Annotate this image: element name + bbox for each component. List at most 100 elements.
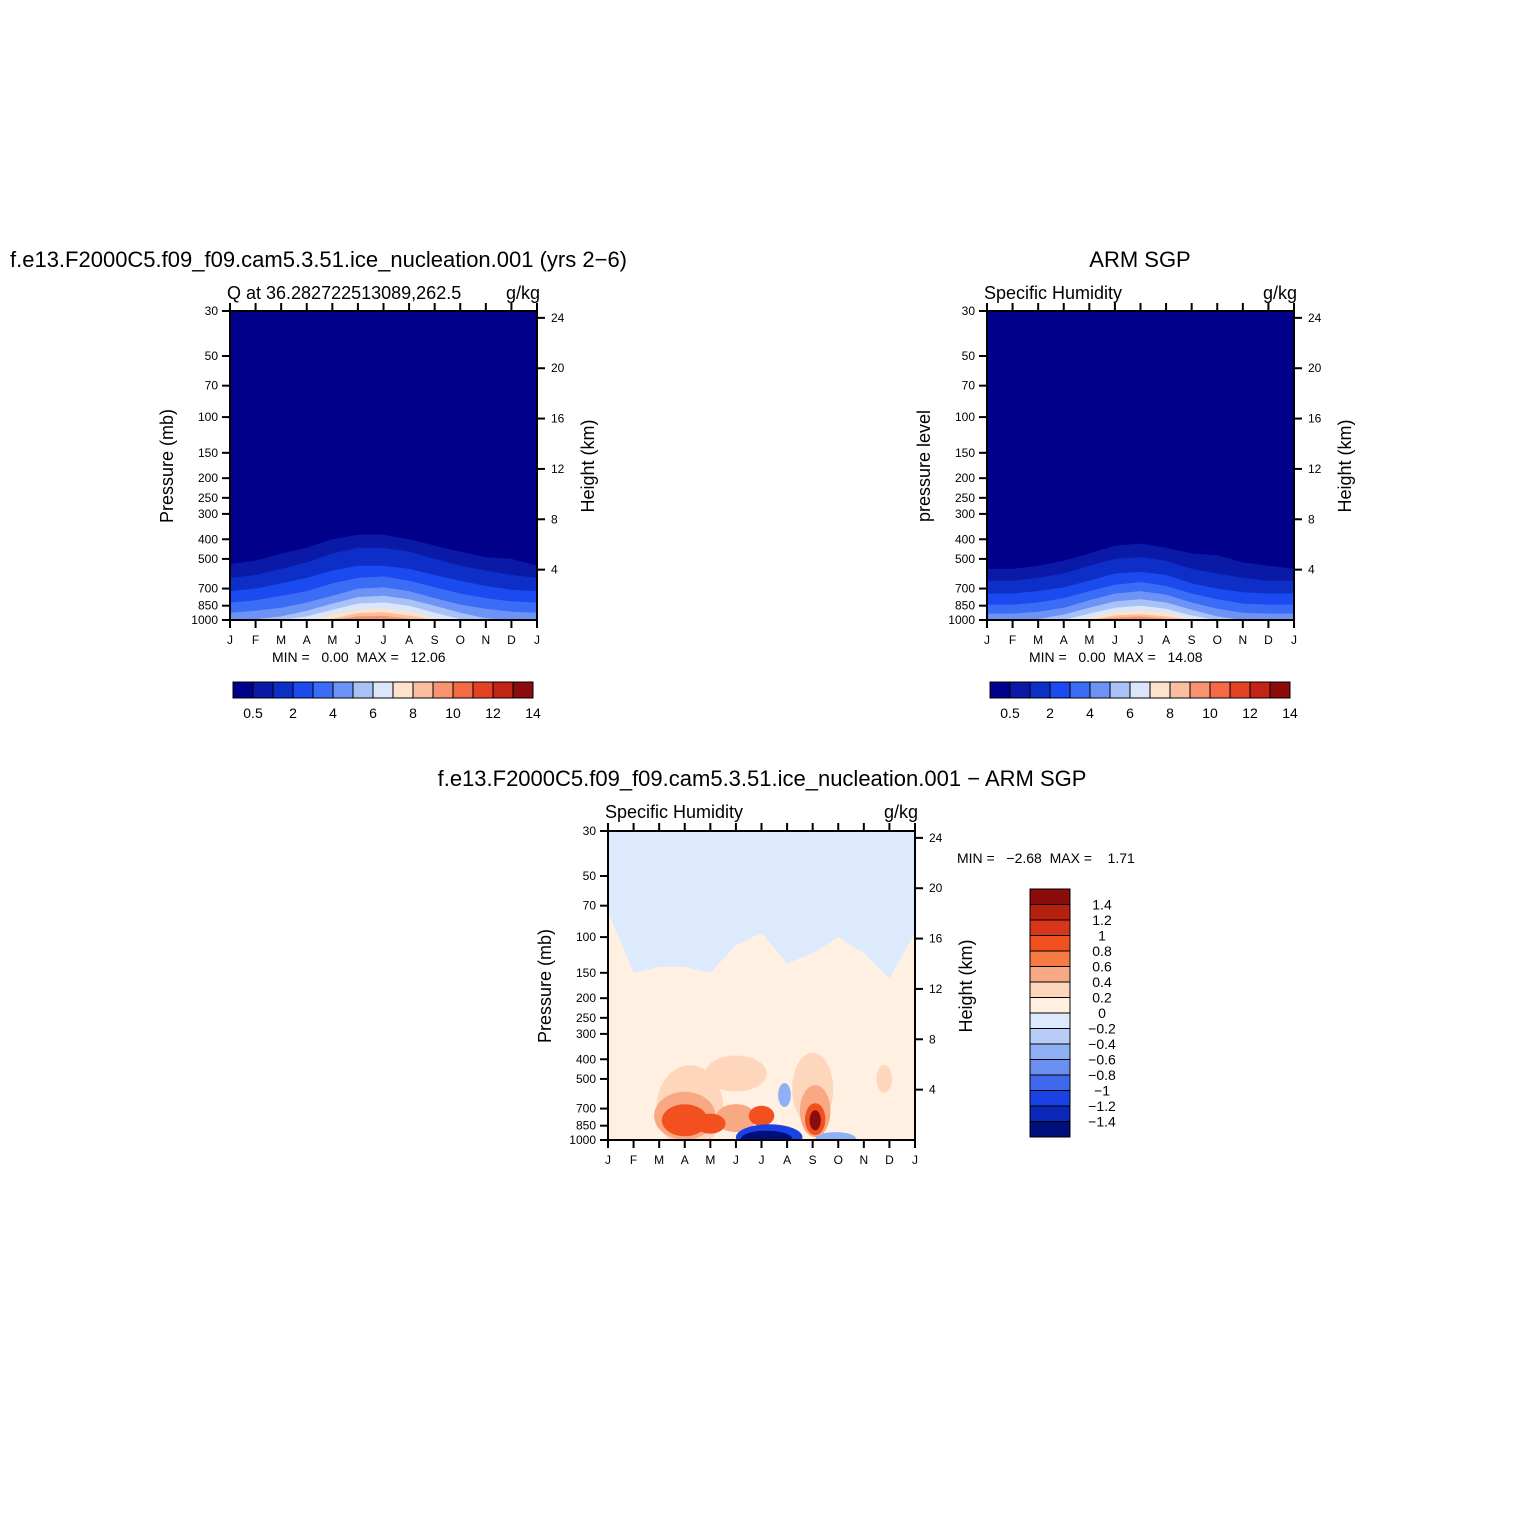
colorbar-label: 14 [525,705,541,721]
y-tick-label: 300 [198,507,218,521]
model-colorbar: 0.5 2 4 6 8 10 12 14 [232,681,541,721]
colorbar-label: 0.2 [1092,990,1112,1006]
y-tick-label: 200 [198,471,218,485]
model-contour-field [230,311,537,620]
colorbar-box [1029,904,1071,921]
colorbar-label: 0.6 [1092,959,1112,975]
colorbar-label: 10 [1202,705,1218,721]
obs-ylabel: pressure level [914,410,934,522]
y-right-tick-label: 4 [551,563,558,577]
colorbar-label: −1.2 [1088,1098,1116,1114]
diff-ylabel: Pressure (mb) [535,929,555,1043]
colorbar-box [1029,681,1051,699]
obs-ylabel-right: Height (km) [1335,419,1355,512]
colorbar-label: 1.2 [1092,912,1112,928]
obs-subtitle-left: Specific Humidity [984,283,1122,303]
colorbar-box [1029,966,1071,983]
colorbar-box [1169,681,1191,699]
diff-anomaly-7 [661,1104,708,1137]
colorbar-box [272,681,294,699]
y-tick-label: 1000 [569,1133,596,1147]
panel-obs: ARM SGP Specific Humidity g/kg 305070100… [914,247,1355,721]
colorbar-box [1029,1028,1071,1045]
diff-colorbar: 1.41.210.80.60.40.20−0.2−0.4−0.6−0.8−1−1… [1029,888,1116,1138]
y-tick-label: 300 [576,1027,596,1041]
colorbar-box [312,681,334,699]
x-tick-label: A [681,1153,689,1167]
colorbar-label: 10 [445,705,461,721]
y-tick-label: 30 [583,824,597,838]
colorbar-box [1029,997,1071,1014]
x-tick-label: O [1213,633,1222,647]
model-title: f.e13.F2000C5.f09_f09.cam5.3.51.ice_nucl… [10,247,627,272]
x-tick-label: J [381,633,387,647]
diff-anomaly-13 [741,1130,793,1140]
y-tick-label: 400 [576,1052,596,1066]
colorbar-label: −1 [1094,1083,1110,1099]
colorbar-box [372,681,394,699]
colorbar-label: 1.4 [1092,897,1112,913]
diff-contour-field [608,831,915,1140]
diff-anomaly-3 [876,1064,892,1093]
model-ylabel: Pressure (mb) [157,409,177,523]
x-tick-label: F [1009,633,1016,647]
diff-subtitle-units: g/kg [884,802,918,822]
y-tick-label: 150 [955,446,975,460]
x-tick-label: M [1033,633,1043,647]
y-right-tick-label: 24 [551,311,565,325]
colorbar-box [1189,681,1211,699]
colorbar-label: 0 [1098,1005,1106,1021]
x-tick-label: J [984,633,990,647]
y-tick-label: 500 [198,552,218,566]
y-tick-label: 150 [576,966,596,980]
diff-anomaly-9 [748,1105,775,1126]
x-tick-label: A [783,1153,791,1167]
y-tick-label: 850 [576,1119,596,1133]
x-tick-label: M [276,633,286,647]
x-tick-label: S [431,633,439,647]
x-tick-label: J [1291,633,1297,647]
panel-diff: f.e13.F2000C5.f09_f09.cam5.3.51.ice_nucl… [438,766,1135,1167]
diff-anomaly-11 [809,1110,821,1131]
y-tick-label: 850 [198,599,218,613]
colorbar-box [412,681,434,699]
y-right-tick-label: 12 [551,462,565,476]
diff-anomaly-5 [715,1104,757,1133]
model-ylabel-right: Height (km) [578,419,598,512]
y-tick-label: 850 [955,599,975,613]
y-tick-label: 50 [583,869,597,883]
x-tick-label: D [507,633,516,647]
y-tick-label: 70 [205,379,219,393]
x-tick-label: M [327,633,337,647]
y-tick-label: 50 [962,349,976,363]
colorbar-box [1029,919,1071,936]
colorbar-label: −0.8 [1088,1067,1116,1083]
diff-anomaly-1 [705,1055,767,1092]
colorbar-label: 2 [1046,705,1054,721]
x-tick-label: S [1188,633,1196,647]
diff-anomaly-8 [695,1113,726,1134]
colorbar-box [1029,1012,1071,1029]
y-right-tick-label: 8 [1308,512,1315,526]
colorbar-label: 12 [1242,705,1258,721]
colorbar-box [1029,981,1071,998]
y-right-tick-label: 16 [1308,412,1322,426]
colorbar-label: 2 [289,705,297,721]
obs-subtitle-units: g/kg [1263,283,1297,303]
y-tick-label: 250 [198,491,218,505]
x-tick-label: J [534,633,540,647]
y-right-tick-label: 12 [929,982,943,996]
colorbar-box [1029,1043,1071,1060]
y-tick-label: 200 [955,471,975,485]
x-tick-label: N [1238,633,1247,647]
x-tick-label: M [654,1153,664,1167]
colorbar-box [1229,681,1251,699]
x-tick-label: J [227,633,233,647]
colorbar-box [232,681,254,699]
colorbar-box [1029,1090,1071,1107]
colorbar-box [252,681,274,699]
x-tick-label: O [834,1153,843,1167]
